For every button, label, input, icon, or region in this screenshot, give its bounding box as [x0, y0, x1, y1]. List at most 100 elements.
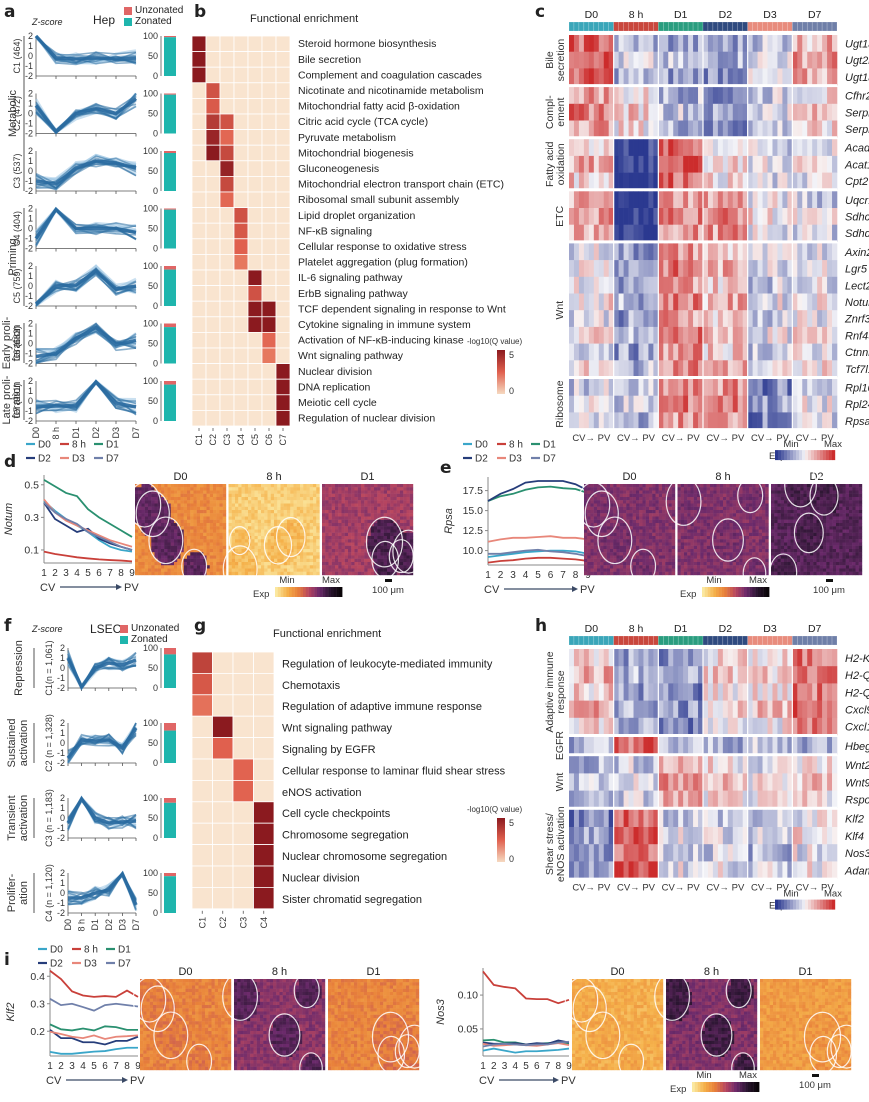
heatmap-cell — [807, 326, 813, 344]
heatmap-cell — [613, 412, 619, 430]
heatmap-cell — [752, 120, 758, 138]
pixel — [403, 493, 407, 498]
pixel — [190, 542, 194, 546]
heatmap-cell — [742, 87, 748, 105]
pixel — [290, 539, 294, 543]
pixel — [658, 542, 663, 546]
heatmap-cell — [822, 293, 828, 311]
heatmap-cell — [205, 316, 221, 333]
pixel — [396, 529, 401, 533]
pixel — [238, 490, 242, 494]
pixel — [154, 571, 158, 576]
heatmap-cell — [219, 363, 235, 380]
pixel — [170, 571, 175, 576]
heatmap-cell — [772, 293, 778, 311]
pixel — [400, 516, 404, 520]
heatmap-cell — [569, 68, 575, 86]
term-label: TCF dependent signaling in response to W… — [298, 303, 506, 315]
timepoint-bar-segment — [742, 21, 748, 32]
heatmap-cell — [569, 326, 575, 344]
heatmap-cell — [762, 310, 768, 328]
pixel — [174, 487, 178, 491]
heatmap-cell — [613, 208, 619, 225]
heatmap-cell — [693, 139, 699, 157]
x-tick-label: 1 — [41, 568, 47, 579]
pixel — [377, 539, 381, 543]
pixel — [203, 500, 207, 504]
pixel — [222, 500, 227, 504]
heatmap-cell — [737, 293, 744, 311]
pixel — [206, 532, 210, 537]
pixel — [274, 555, 278, 559]
pixel — [341, 500, 345, 504]
pixel — [296, 487, 301, 491]
heatmap-cell — [777, 68, 783, 86]
pixel — [157, 500, 162, 504]
pixel — [157, 523, 162, 527]
heatmap-cell — [802, 139, 808, 157]
pixel — [400, 484, 404, 488]
pixel — [338, 555, 342, 559]
pixel — [203, 539, 207, 543]
pixel — [216, 568, 220, 572]
heatmap-cell — [678, 395, 684, 413]
heatmap-cell — [757, 360, 763, 378]
pixel — [213, 539, 217, 543]
heatmap-cell — [663, 243, 669, 261]
heatmap-cell — [727, 120, 734, 138]
pixel — [231, 552, 236, 556]
pixel — [290, 526, 294, 530]
pixel — [645, 487, 650, 491]
zone-contour — [392, 529, 425, 574]
pixel — [613, 529, 617, 533]
pixel — [584, 493, 588, 498]
pixel — [590, 532, 594, 537]
legend-max: 5 — [509, 350, 514, 360]
pixel — [632, 526, 637, 530]
pixel — [316, 555, 320, 559]
timepoint-label: D7 — [808, 9, 822, 21]
pixel — [270, 497, 275, 501]
colorbar-title: Exp — [253, 589, 269, 600]
heatmap-cell — [817, 395, 823, 413]
pixel — [144, 536, 149, 540]
pixel — [593, 555, 598, 559]
pixel — [280, 529, 284, 533]
pixel — [306, 503, 310, 507]
pixel — [244, 539, 249, 543]
pixel — [348, 562, 352, 566]
legend-colorbar-segment — [820, 450, 824, 461]
heatmap-cell — [703, 293, 709, 311]
pixel — [161, 523, 165, 527]
pixel — [593, 493, 598, 498]
pixel — [645, 536, 650, 540]
pixel — [623, 545, 627, 550]
heatmap-cell — [633, 260, 639, 278]
pixel — [190, 532, 194, 537]
axis-label: CV→ PV — [617, 433, 656, 444]
pixel — [313, 539, 317, 543]
pixel — [626, 497, 630, 501]
pixel — [374, 552, 378, 556]
heatmap-cell — [732, 260, 739, 278]
pixel — [393, 529, 397, 533]
pixel — [590, 510, 594, 514]
pixel — [396, 523, 401, 527]
heatmap-cell — [732, 343, 739, 361]
pixel — [287, 506, 291, 511]
heatmap-cell — [688, 139, 694, 157]
pixel — [668, 536, 672, 540]
legend-colorbar-segment — [784, 450, 788, 461]
pixel — [267, 526, 271, 530]
pixel — [174, 558, 178, 563]
pixel — [603, 516, 607, 520]
pixel — [361, 493, 365, 498]
heatmap-cell — [638, 326, 644, 344]
pixel — [354, 523, 358, 527]
cluster-label: C6 (683) — [12, 326, 22, 361]
pixel — [148, 510, 152, 514]
timepoint-bar-segment — [583, 21, 590, 32]
heatmap-cell — [673, 343, 679, 361]
heatmap-cell — [683, 172, 689, 190]
